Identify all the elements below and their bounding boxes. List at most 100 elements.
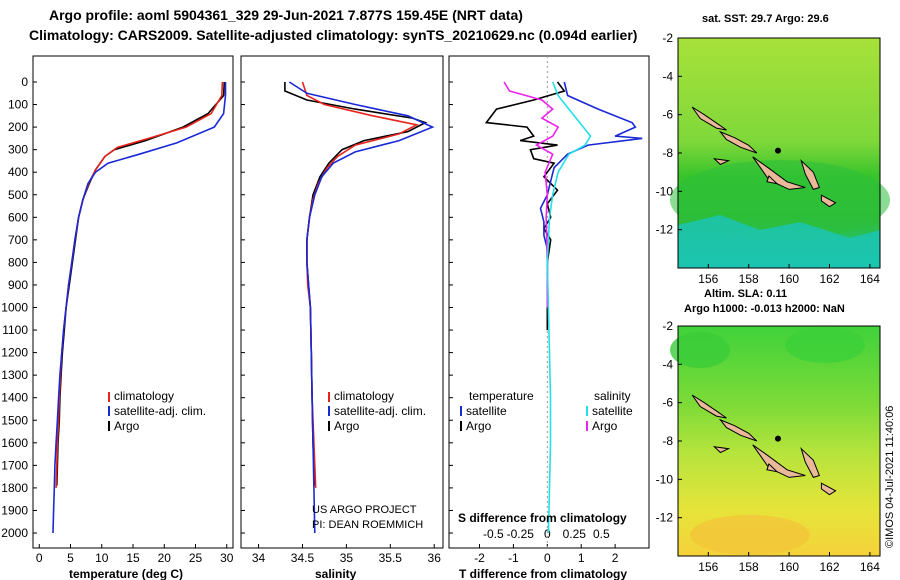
- difference-s-satellite-line: [546, 81, 592, 534]
- depth-tick-label: 200: [8, 120, 28, 134]
- depth-tick-label: 100: [8, 98, 28, 112]
- depth-tick-label: 900: [8, 278, 28, 292]
- map-lat-label: -12: [656, 223, 674, 237]
- depth-tick-label: 600: [8, 210, 28, 224]
- island-landmass: [691, 394, 727, 419]
- depth-tick-label: 1200: [1, 346, 28, 360]
- map-lon-label: 160: [779, 272, 799, 286]
- temperature-x-axis: 0 5 10 15 20 25 30: [36, 544, 234, 565]
- timestamp-stamp: ©IMOS 04-Jul-2021 11:40:06: [884, 406, 896, 548]
- map-lat-label: -8: [662, 434, 673, 448]
- salinity-legend: climatology satellite-adj. clim. Argo: [328, 389, 426, 433]
- temperature-xlabel: temperature (deg C): [69, 567, 183, 580]
- island-landmass: [712, 446, 731, 454]
- sla-islands: [691, 394, 837, 496]
- sla-low-patch-east: [785, 327, 865, 363]
- map-lat-label: -2: [662, 31, 673, 45]
- s-difference-label: S difference from climatology: [458, 511, 627, 525]
- temp-tick-label: 10: [95, 551, 109, 565]
- map-lon-label: 162: [819, 272, 839, 286]
- salinity-xlabel: salinity: [315, 567, 357, 580]
- island-landmass: [718, 418, 758, 442]
- sla-map: [670, 325, 881, 557]
- map-lat-label: -2: [662, 319, 673, 333]
- depth-tick-label: 0: [21, 75, 28, 89]
- difference-panel: [448, 55, 650, 549]
- credit-pi: PI: DEAN ROEMMICH: [312, 519, 423, 531]
- map-lat-label: -10: [656, 184, 674, 198]
- depth-tick-label: 2000: [1, 526, 28, 540]
- temperature-panel: [32, 55, 234, 549]
- depth-tick-label: 1300: [1, 368, 28, 382]
- salinity-x-axis: 34 34.5 35 35.5 36: [252, 544, 441, 565]
- depth-tick-label: 1100: [2, 323, 28, 337]
- sal-tick-label: 34: [252, 551, 266, 565]
- map-lat-label: -8: [662, 146, 673, 160]
- island-landmass: [691, 106, 727, 131]
- island-landmass: [712, 158, 731, 166]
- sla-map-axes: 156 158 160 162 164 -2 -4 -6 -8 -10 -12: [656, 319, 881, 574]
- depth-tick-label: 800: [8, 255, 28, 269]
- temperature-series: [52, 81, 227, 534]
- difference-legend: temperature salinity satellite Argo sate…: [460, 389, 633, 433]
- diff-legend-t-satellite: satellite: [466, 404, 507, 418]
- diff-t-tick-label: 2: [612, 551, 619, 565]
- map-lat-label: -6: [662, 396, 673, 410]
- legend-satellite-label: satellite-adj. clim.: [114, 404, 206, 418]
- sal-tick-label: 36: [428, 551, 442, 565]
- sla-argo-position: [774, 435, 781, 442]
- map-lon-label: 158: [739, 272, 759, 286]
- diff-legend-s-argo: Argo: [592, 419, 618, 433]
- island-landmass: [766, 463, 779, 473]
- island-landmass: [820, 482, 837, 496]
- island-landmass: [766, 175, 779, 185]
- map-lat-label: -4: [662, 69, 673, 83]
- diff-legend-s-satellite: satellite: [592, 404, 633, 418]
- temperature-argo-line: [56, 81, 226, 486]
- depth-tick-label: 500: [8, 188, 28, 202]
- depth-tick-label: 400: [8, 165, 28, 179]
- diff-s-tick-label: 0.5: [593, 527, 610, 541]
- temp-tick-label: 15: [126, 551, 140, 565]
- diff-s-tick-label: -0.25: [507, 527, 535, 541]
- sla-map-title-line1: Altim. SLA: 0.11: [704, 288, 787, 300]
- map-lat-label: -4: [662, 357, 673, 371]
- map-lon-label: 164: [860, 272, 880, 286]
- diff-legend-temperature-header: temperature: [469, 389, 534, 403]
- map-lon-label: 162: [819, 560, 839, 574]
- legend-climatology-label: climatology: [114, 389, 174, 403]
- sla-high-patch: [690, 515, 810, 555]
- figure-title-line2: Climatology: CARS2009. Satellite-adjuste…: [29, 27, 637, 43]
- temperature-legend: climatology satellite-adj. clim. Argo: [108, 389, 206, 433]
- sal-legend-climatology-label: climatology: [334, 389, 394, 403]
- difference-series: [484, 81, 643, 534]
- difference-t-satellite-line: [539, 81, 643, 308]
- island-landmass: [718, 130, 758, 154]
- depth-tick-label: 700: [8, 233, 28, 247]
- depth-tick-label: 300: [8, 143, 28, 157]
- temp-tick-label: 0: [36, 551, 43, 565]
- diff-t-tick-label: -2: [474, 551, 485, 565]
- sst-map-axes: 156 158 160 162 164 -2 -4 -6 -8 -10 -12: [656, 31, 881, 286]
- sst-map-title: sat. SST: 29.7 Argo: 29.6: [702, 13, 829, 25]
- map-lon-label: 156: [698, 272, 718, 286]
- sal-legend-argo-label: Argo: [334, 419, 360, 433]
- island-landmass: [800, 447, 821, 479]
- difference-s-argo-line: [503, 81, 560, 308]
- diff-t-tick-label: -1: [508, 551, 519, 565]
- diff-s-tick-label: 0: [544, 527, 551, 541]
- sst-cool-region: [678, 215, 880, 268]
- sal-tick-label: 35.5: [379, 551, 403, 565]
- map-lat-label: -10: [656, 472, 674, 486]
- salinity-series: [284, 81, 435, 534]
- salinity-panel: [240, 55, 444, 549]
- sal-tick-label: 34.5: [291, 551, 315, 565]
- diff-t-tick-label: 0: [544, 551, 551, 565]
- sal-tick-label: 35: [340, 551, 354, 565]
- temp-tick-label: 20: [158, 551, 172, 565]
- diff-s-tick-label: -0.5: [483, 527, 504, 541]
- diff-t-tick-label: 1: [578, 551, 585, 565]
- depth-tick-label: 1800: [1, 481, 28, 495]
- depth-tick-label: 1400: [1, 391, 28, 405]
